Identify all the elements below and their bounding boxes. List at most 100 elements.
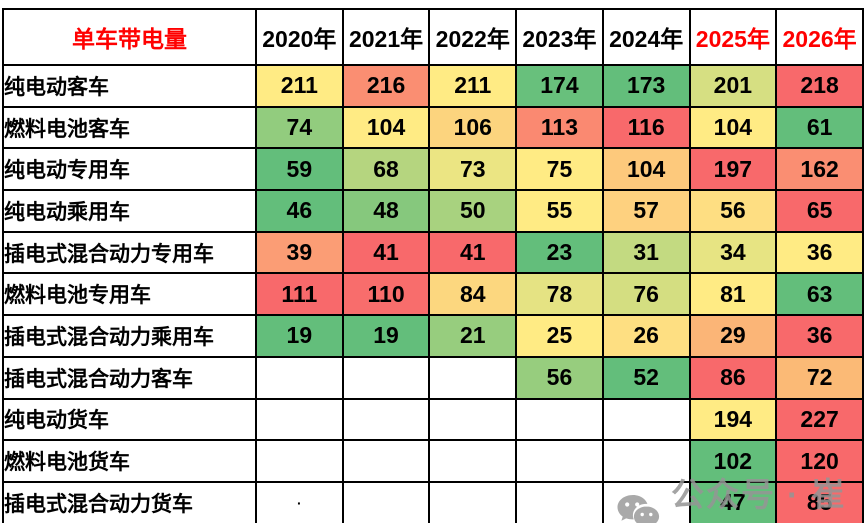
value-cell [515, 439, 604, 483]
value-cell: 73 [428, 147, 518, 192]
value-cell: 211 [255, 64, 344, 108]
value-cell: 56 [515, 355, 604, 400]
value-cell: 41 [341, 230, 431, 275]
value-cell: 52 [601, 355, 691, 400]
value-cell: 59 [255, 147, 344, 192]
value-cell: 84 [428, 272, 518, 317]
row-label: 插电式混合动力专用车 [2, 230, 257, 275]
row-label: 插电式混合动力货车 [2, 480, 257, 523]
year-header: 2023年 [515, 8, 604, 66]
value-cell: 36 [775, 230, 864, 275]
value-cell: 26 [601, 314, 691, 358]
value-cell: 86 [688, 355, 778, 400]
year-header: 2024年 [601, 8, 691, 66]
value-cell: 85 [775, 480, 864, 523]
value-cell: 48 [341, 189, 431, 233]
row-label: 插电式混合动力乘用车 [2, 314, 257, 358]
value-cell: 197 [688, 147, 778, 192]
value-cell: 50 [428, 189, 518, 233]
value-cell: 31 [601, 230, 691, 275]
value-cell: 39 [255, 230, 344, 275]
value-cell: 216 [341, 64, 431, 108]
value-cell: 19 [255, 314, 344, 358]
table-row: 燃料电池专用车 111 110 84 78 76 81 63 [2, 272, 864, 317]
value-cell: 68 [341, 147, 431, 192]
value-cell [515, 397, 604, 442]
value-cell: 194 [688, 397, 778, 442]
value-cell [255, 355, 344, 400]
value-cell: 106 [428, 105, 518, 150]
value-cell: 201 [688, 64, 778, 108]
value-cell [428, 397, 518, 442]
row-label: 纯电动客车 [2, 64, 257, 108]
value-cell: 21 [428, 314, 518, 358]
value-cell: 104 [341, 105, 431, 150]
table-row: 燃料电池客车 74 104 106 113 116 104 61 [2, 105, 864, 150]
table-row: 插电式混合动力乘用车 19 19 21 25 26 29 36 [2, 314, 864, 358]
header-row: 单车带电量 2020年 2021年 2022年 2023年 2024年 2025年 2026… [2, 8, 864, 66]
year-header: 2025年 [688, 8, 778, 66]
value-cell: 113 [515, 105, 604, 150]
value-cell: 162 [775, 147, 864, 192]
battery-capacity-table: 单车带电量 2020年 2021年 2022年 2023年 2024年 2025年 2026… [2, 8, 864, 523]
value-cell: 25 [515, 314, 604, 358]
value-cell: 34 [688, 230, 778, 275]
row-label: 燃料电池货车 [2, 439, 257, 483]
value-cell: 110 [341, 272, 431, 317]
row-label: 纯电动乘用车 [2, 189, 257, 233]
value-cell [341, 355, 431, 400]
value-cell [255, 397, 344, 442]
value-cell [428, 355, 518, 400]
value-cell: 76 [601, 272, 691, 317]
value-cell: 41 [428, 230, 518, 275]
value-cell: 111 [255, 272, 344, 317]
row-label: 燃料电池客车 [2, 105, 257, 150]
table-row: 纯电动货车 194 227 [2, 397, 864, 442]
table-row: 纯电动专用车 59 68 73 75 104 197 162 [2, 147, 864, 192]
value-cell: 47 [688, 480, 778, 523]
value-cell: 56 [688, 189, 778, 233]
value-cell: 218 [775, 64, 864, 108]
value-cell: 72 [775, 355, 864, 400]
value-cell: 81 [688, 272, 778, 317]
value-cell: 46 [255, 189, 344, 233]
value-cell: 78 [515, 272, 604, 317]
value-cell: 29 [688, 314, 778, 358]
table-row: 纯电动乘用车 46 48 50 55 57 56 65 [2, 189, 864, 233]
value-cell [601, 439, 691, 483]
table-row: 插电式混合动力货车 · 47 85 [2, 480, 864, 523]
value-cell: 75 [515, 147, 604, 192]
table-row: 插电式混合动力客车 56 52 86 72 [2, 355, 864, 400]
value-cell [428, 480, 518, 523]
value-cell: 36 [775, 314, 864, 358]
year-header: 2020年 [255, 8, 344, 66]
value-cell: 55 [515, 189, 604, 233]
row-label: 燃料电池专用车 [2, 272, 257, 317]
value-cell [341, 480, 431, 523]
value-cell: 227 [775, 397, 864, 442]
row-label: 纯电动货车 [2, 397, 257, 442]
value-cell [255, 439, 344, 483]
value-cell: 57 [601, 189, 691, 233]
table-row: 纯电动客车 211 216 211 174 173 201 218 [2, 64, 864, 108]
value-cell [341, 397, 431, 442]
value-cell [428, 439, 518, 483]
value-cell: 19 [341, 314, 431, 358]
value-cell: 23 [515, 230, 604, 275]
value-cell: 104 [601, 147, 691, 192]
value-cell [601, 480, 691, 523]
value-cell [341, 439, 431, 483]
value-cell: 120 [775, 439, 864, 483]
value-cell: 63 [775, 272, 864, 317]
value-cell: 104 [688, 105, 778, 150]
row-label: 纯电动专用车 [2, 147, 257, 192]
table-row: 插电式混合动力专用车 39 41 41 23 31 34 36 [2, 230, 864, 275]
table-title: 单车带电量 [2, 8, 257, 66]
value-cell [601, 397, 691, 442]
table-row: 燃料电池货车 102 120 [2, 439, 864, 483]
year-header: 2022年 [428, 8, 518, 66]
row-label: 插电式混合动力客车 [2, 355, 257, 400]
year-header: 2026年 [775, 8, 864, 66]
value-cell: 173 [601, 64, 691, 108]
value-cell: 61 [775, 105, 864, 150]
